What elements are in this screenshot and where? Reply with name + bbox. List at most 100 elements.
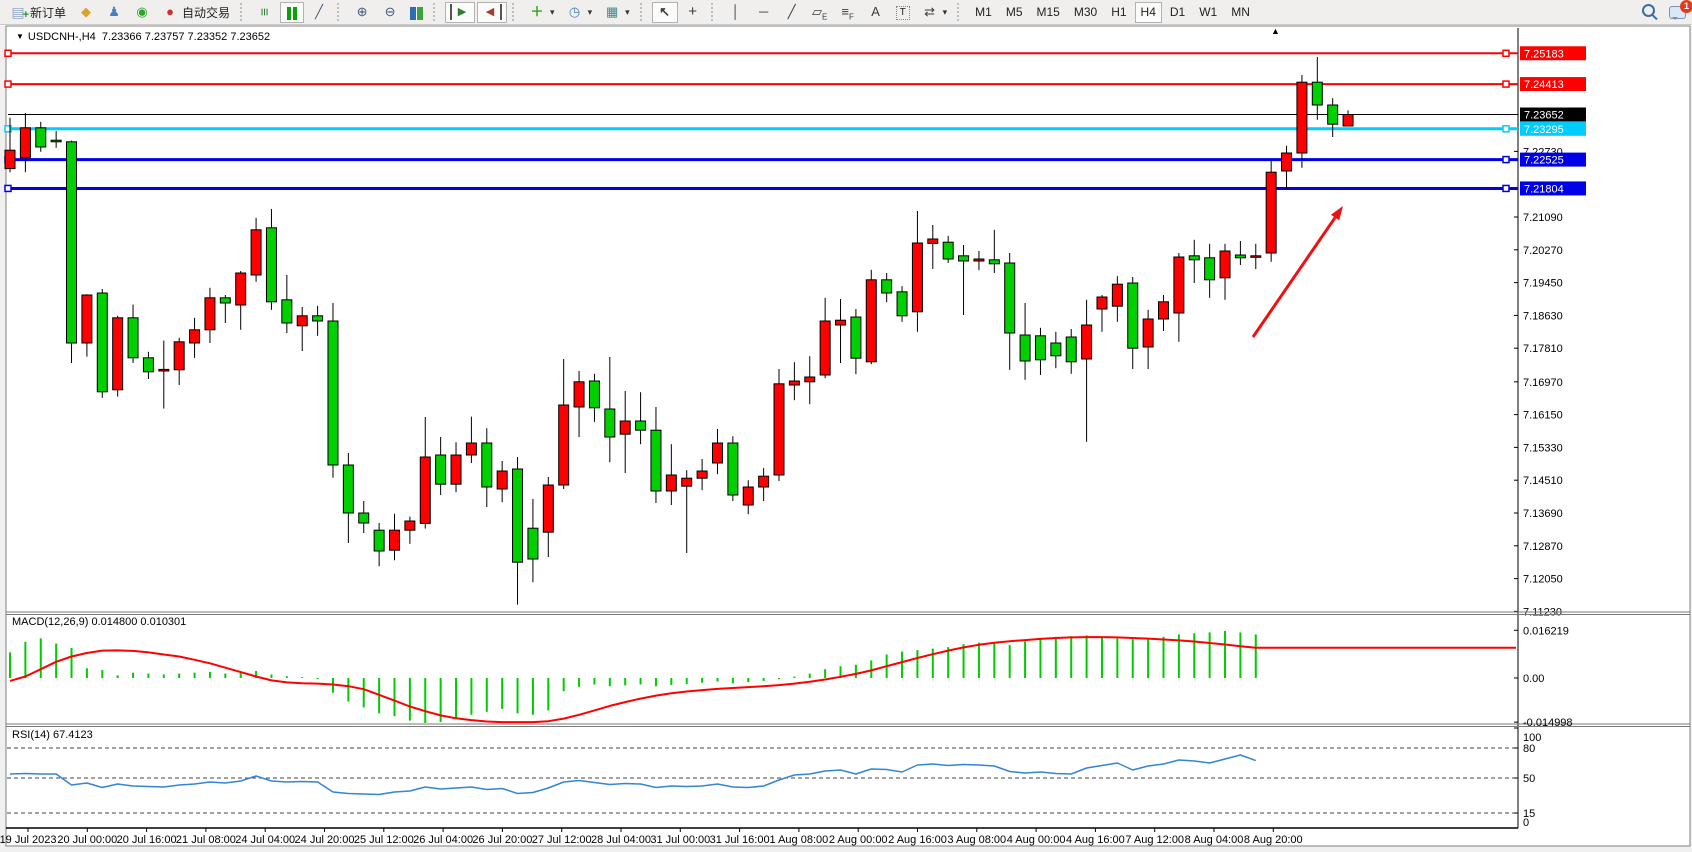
horizontal-line-7.24413[interactable] (4, 80, 1518, 88)
svg-text:7.16970: 7.16970 (1523, 377, 1563, 389)
notification-badge: 1 (1680, 0, 1692, 13)
price-label-7.25183: 7.25183 (1520, 46, 1586, 61)
svg-text:0: 0 (1523, 817, 1529, 829)
timeframe-MN[interactable]: MN (1225, 2, 1256, 23)
candlestick-chart-icon (285, 6, 300, 20)
timeframe-M30[interactable]: M30 (1068, 2, 1103, 23)
timeframe-D1[interactable]: D1 (1164, 2, 1191, 23)
new-order-button[interactable]: ▤ + 新订单 (5, 2, 71, 23)
autotrading-icon: ● (166, 4, 174, 19)
svg-text:7.23652: 7.23652 (1524, 110, 1564, 122)
profile-button[interactable]: ♟ (101, 2, 127, 23)
svg-text:7 Aug 12:00: 7 Aug 12:00 (1125, 834, 1184, 846)
channel-tool-button[interactable]: ▱E (807, 2, 833, 23)
chart-title[interactable]: ▼ USDCNH-,H4 7.23366 7.23757 7.23352 7.23… (16, 31, 270, 43)
timeframe-H1[interactable]: H1 (1105, 2, 1132, 23)
svg-text:2 Aug 16:00: 2 Aug 16:00 (888, 834, 947, 846)
price-label-7.22525: 7.22525 (1520, 152, 1586, 167)
tile-windows-icon (410, 6, 424, 20)
autotrading-button[interactable]: ● 自动交易 (157, 2, 235, 23)
timeframe-group: M1 M5 M15 M30 H1 H4 D1 W1 MN (968, 1, 1257, 23)
collapse-arrow-icon[interactable]: ▲ (1271, 26, 1280, 36)
svg-text:7.13690: 7.13690 (1523, 508, 1563, 520)
svg-text:7.18630: 7.18630 (1523, 310, 1563, 322)
zoom-out-button[interactable]: ⊖ (377, 2, 403, 23)
chart-shift-icon: ◀ (482, 4, 503, 20)
periods-button[interactable]: ◷ ▾ (562, 2, 598, 23)
svg-text:3 Aug 08:00: 3 Aug 08:00 (947, 834, 1006, 846)
svg-text:28 Jul 04:00: 28 Jul 04:00 (591, 834, 651, 846)
toolbar-separator (639, 3, 647, 21)
svg-text:19 Jul 2023: 19 Jul 2023 (0, 834, 56, 846)
price-label-7.24413: 7.24413 (1520, 77, 1586, 92)
timeframe-W1[interactable]: W1 (1193, 2, 1223, 23)
text-label-icon: T (895, 5, 910, 20)
templates-button[interactable]: ▦ ▾ (599, 2, 635, 23)
fibonacci-tool-button[interactable]: ≡F (835, 2, 861, 23)
auto-scroll-button[interactable]: ▶ (445, 1, 476, 23)
svg-text:4 Aug 16:00: 4 Aug 16:00 (1066, 834, 1125, 846)
macd-indicator: 0.016219 0.00 -0.014998 (9, 625, 1573, 729)
svg-text:27 Jul 12:00: 27 Jul 12:00 (532, 834, 592, 846)
clock-icon: ◷ (568, 4, 581, 19)
zoom-in-button[interactable]: ⊕ (349, 2, 375, 23)
crosshair-tool-button[interactable]: + (680, 2, 706, 23)
new-order-icon: ▤ + (11, 4, 29, 21)
tile-windows-button[interactable] (405, 2, 428, 23)
trend-arrow-annotation[interactable] (1251, 206, 1343, 338)
chevron-down-icon: ▾ (942, 6, 948, 17)
search-icon[interactable] (1642, 4, 1655, 17)
toolbar-separator (710, 3, 718, 21)
svg-text:1 Aug 08:00: 1 Aug 08:00 (770, 834, 829, 846)
svg-text:4 Aug 00:00: 4 Aug 00:00 (1007, 834, 1066, 846)
horizontal-line-7.25183[interactable] (4, 49, 1518, 58)
chart-shift-button[interactable]: ◀ (477, 1, 508, 23)
trendline-tool-button[interactable]: ╱ (779, 2, 805, 23)
timeframe-M1[interactable]: M1 (969, 2, 998, 23)
arrows-tool-button[interactable]: ⇄ ▾ (917, 2, 953, 23)
timeframe-H4[interactable]: H4 (1134, 1, 1162, 23)
indicators-button[interactable]: ＋ ▾ (524, 2, 560, 23)
text-tool-button[interactable]: A (863, 2, 889, 23)
new-order-label: 新订单 (30, 5, 67, 20)
indicators-icon: ＋ (530, 4, 544, 19)
timeframe-M5[interactable]: M5 (1000, 2, 1029, 23)
chart-ohlc-values: 7.23366 7.23757 7.23352 7.23652 (101, 31, 271, 43)
horizontal-line-tool-button[interactable]: ─ (751, 2, 777, 23)
candlestick-chart-button[interactable] (280, 1, 305, 23)
svg-text:15: 15 (1523, 808, 1535, 820)
template-icon: ▦ (605, 4, 619, 19)
svg-text:26 Jul 20:00: 26 Jul 20:00 (472, 834, 532, 846)
svg-text:-0.014998: -0.014998 (1523, 717, 1573, 729)
arrows-icon: ⇄ (924, 4, 936, 19)
svg-text:31 Jul 00:00: 31 Jul 00:00 (650, 834, 710, 846)
zoom-out-icon: ⊖ (384, 4, 396, 19)
price-label-7.23295: 7.23295 (1520, 121, 1586, 136)
horizontal-line-7.23295[interactable] (4, 125, 1518, 133)
svg-text:2 Aug 00:00: 2 Aug 00:00 (829, 834, 888, 846)
toolbar-separator (957, 3, 964, 21)
svg-text:7.19450: 7.19450 (1523, 278, 1563, 290)
line-chart-button[interactable]: ╱ (306, 2, 332, 23)
rsi-label: RSI(14) 67.4123 (12, 729, 93, 741)
svg-text:25 Jul 12:00: 25 Jul 12:00 (354, 834, 414, 846)
vertical-line-tool-button[interactable]: │ (723, 2, 749, 23)
cursor-icon: ↖ (659, 4, 671, 19)
symbol-dropdown-icon[interactable]: ▼ (16, 32, 24, 41)
svg-text:20 Jul 00:00: 20 Jul 00:00 (57, 834, 117, 846)
toolbar-separator (433, 3, 440, 21)
svg-text:7.20270: 7.20270 (1523, 245, 1563, 257)
chat-icon[interactable]: 1 (1669, 0, 1692, 20)
svg-text:100: 100 (1523, 732, 1541, 744)
svg-text:7.16150: 7.16150 (1523, 410, 1563, 422)
text-label-tool-button[interactable]: T (891, 2, 915, 23)
svg-text:7.12870: 7.12870 (1523, 541, 1563, 553)
signals-button[interactable]: ◉ (129, 2, 155, 23)
cursor-tool-button[interactable]: ↖ (651, 1, 678, 23)
svg-text:21 Jul 08:00: 21 Jul 08:00 (176, 834, 236, 846)
svg-text:0.00: 0.00 (1523, 673, 1544, 685)
styler-button[interactable]: ◆ (73, 2, 99, 23)
timeframe-M15[interactable]: M15 (1031, 2, 1066, 23)
